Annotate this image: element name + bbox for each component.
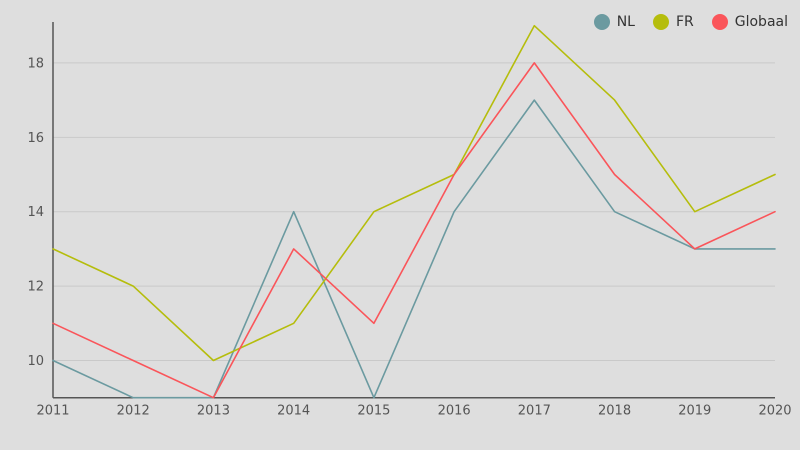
x-tick-label: 2019	[678, 404, 711, 419]
chart-legend: NL FR Globaal	[593, 14, 788, 30]
legend-label: NL	[616, 14, 635, 30]
y-tick-label: 14	[27, 205, 44, 220]
x-tick-label: 2020	[758, 404, 791, 419]
legend-item-fr: FR	[652, 14, 694, 30]
series-line-globaal	[52, 62, 776, 399]
x-tick-label: 2013	[197, 404, 230, 419]
x-tick-label: 2017	[518, 404, 551, 419]
x-tick-label: 2015	[357, 404, 390, 419]
legend-dot-icon	[652, 14, 669, 30]
legend-label: FR	[675, 14, 694, 30]
legend-dot-icon	[711, 14, 728, 30]
x-tick-label: 2012	[117, 404, 150, 419]
legend-label: Globaal	[734, 14, 788, 30]
x-tick-label: 2014	[277, 404, 310, 419]
x-tick-label: 2016	[438, 404, 471, 419]
series-line-nl	[52, 99, 776, 399]
x-tick-label: 2011	[36, 404, 69, 419]
y-tick-label: 12	[27, 280, 44, 295]
y-tick-label: 18	[27, 56, 44, 71]
y-tick-label: 10	[27, 354, 44, 369]
legend-item-nl: NL	[593, 14, 635, 30]
legend-item-globaal: Globaal	[711, 14, 788, 30]
y-tick-label: 16	[27, 131, 44, 146]
legend-dot-icon	[593, 14, 610, 30]
series-line-fr	[52, 24, 776, 362]
x-tick-label: 2018	[598, 404, 631, 419]
